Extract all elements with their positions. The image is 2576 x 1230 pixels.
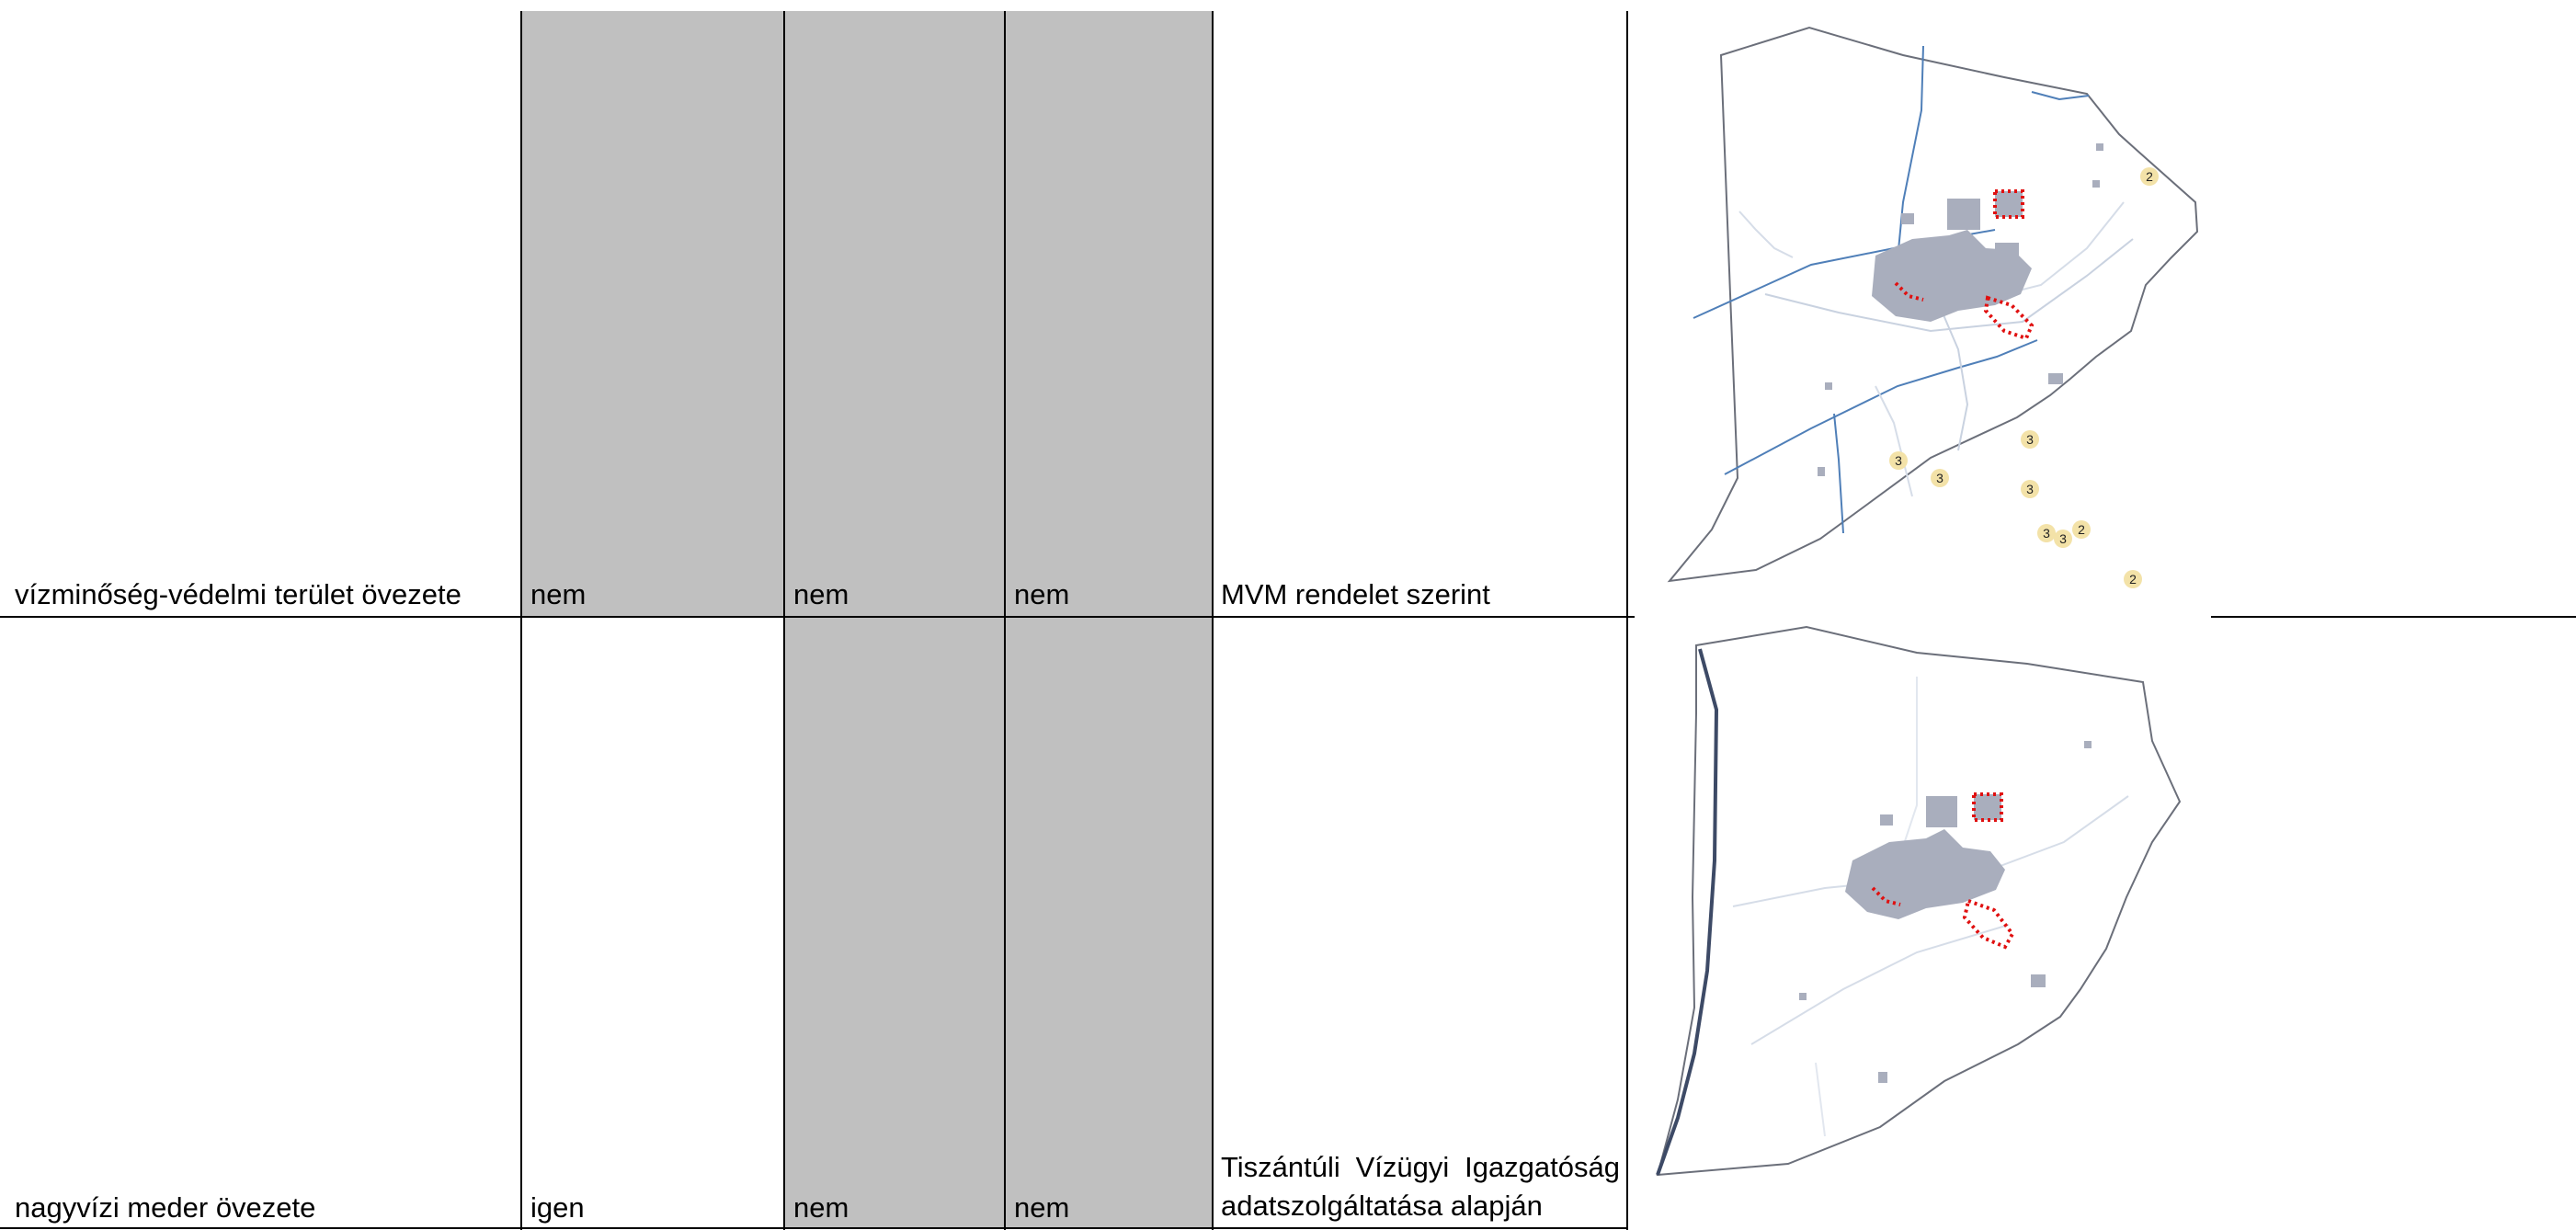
row1-road-4 [1875,385,1913,497]
row2-built-block-6 [2084,741,2092,748]
map-marker-4 [2021,430,2039,449]
row1-col4-value: nem [1014,578,1070,610]
row1-built-block-1 [1947,199,1980,230]
row1-col3-value: nem [793,578,849,610]
map-marker-label-4: 3 [2026,432,2034,447]
row1-dotted-area-1 [1993,189,2024,219]
row2-col3-shade [784,618,1005,1228]
row2-dotted-area-1 [1972,792,2003,822]
map-marker-label-7: 3 [2059,531,2067,546]
row2-built-block-1 [1926,796,1957,827]
row1-dotted-area-2 [1983,295,2035,341]
row2-settlement-map [1641,621,2193,1219]
row2-dotted-area-2 [1962,898,2015,950]
row2-dotted-area-3 [1871,886,1901,906]
row1-dotted-area-3 [1894,281,1924,302]
row1-canal-3 [1898,45,1924,251]
map-marker-label-5: 3 [2026,482,2034,496]
row1-road-1 [1764,238,2134,333]
col-divider-5 [1626,11,1628,1230]
row1-built-area [1872,230,2032,322]
row2-col4-value: nem [1014,1191,1070,1224]
row1-built-block-5 [1818,467,1825,476]
map-marker-1 [2140,167,2159,186]
map-marker-2 [1889,451,1908,470]
map-marker-3 [1931,469,1949,487]
map-marker-label-2: 3 [1895,453,1902,468]
map-marker-7 [2054,530,2072,548]
row1-canal-5 [2031,91,2090,101]
row2-floodplain-edge [1656,648,1719,1176]
row2-map-svg [1656,625,2182,1177]
row2-built-block-4 [1878,1072,1887,1083]
map-marker-label-3: 3 [1936,471,1943,485]
row2-built-block-3 [2031,974,2046,987]
row1-built-block-4 [2048,373,2063,384]
map-marker-label-6: 3 [2043,526,2050,541]
map-marker-label-9: 2 [2129,572,2137,587]
row2-built-block-2 [1880,814,1893,826]
row1-built-block-3 [1901,213,1914,224]
map-marker-label-8: 2 [2078,522,2085,537]
row2-col2-value: igen [530,1191,585,1224]
row1-road-2 [1930,284,1969,451]
row2-built-block-5 [1799,993,1807,1000]
col-divider-2 [783,11,785,1230]
row1-canal-4 [1833,413,1844,534]
map-marker-label-1: 2 [2146,169,2153,184]
row-divider [0,616,1635,618]
row1-road-5 [1738,211,1794,258]
row1-col4-shade [1005,11,1212,616]
row2-zone-label: nagyvízi meder övezete [15,1191,316,1224]
row2-source: Tiszántúli Vízügyi Igazgatóság adatszolg… [1221,1151,1620,1222]
row1-built-block-7 [2096,143,2103,151]
row-divider-tail [2211,616,2576,618]
row2-road-2 [1750,924,2010,1045]
bottom-border [0,1227,1628,1229]
row2-col4-shade [1005,618,1212,1228]
row1-built-block-2 [1995,243,2019,261]
map-marker-8 [2072,520,2091,539]
row2-road-4 [1815,1062,1826,1137]
row1-built-block-8 [2092,180,2100,188]
map-marker-9 [2124,570,2142,588]
row1-canal-2 [1724,339,2038,475]
map-marker-6 [2037,524,2056,542]
row1-zone-label: vízminőség-védelmi terület övezete [15,578,462,610]
row2-col3-value: nem [793,1191,849,1224]
row1-built-block-6 [1825,382,1832,390]
row1-col3-shade [784,11,1005,616]
row1-source: MVM rendelet szerint [1221,578,1490,610]
row1-col2-value: nem [530,578,587,610]
map-marker-5 [2021,480,2039,498]
row1-col2-shade [521,11,784,616]
col-divider-1 [520,11,522,1230]
row2-built-area [1845,829,2005,919]
col-divider-3 [1004,11,1006,1230]
col-divider-4 [1212,11,1214,1230]
